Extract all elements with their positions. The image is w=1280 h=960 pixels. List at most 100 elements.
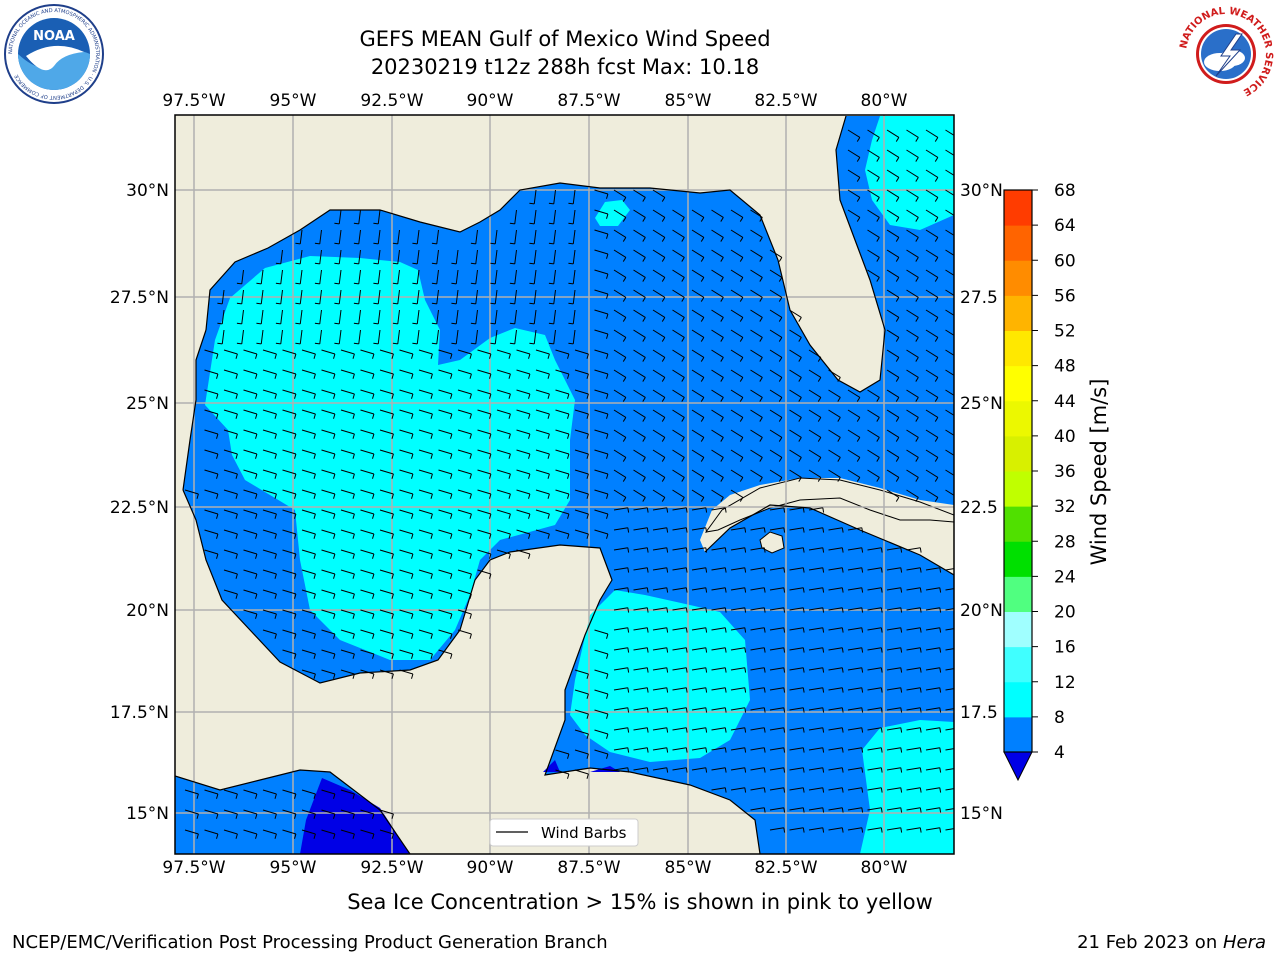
wind-barb-staff (613, 727, 628, 731)
wind-barb-staff (477, 569, 492, 575)
wind-barb-staff (691, 647, 706, 651)
wind-barb-staff (594, 309, 609, 315)
wind-barb-flag (567, 393, 570, 399)
wind-barb-flag (900, 707, 903, 713)
wind-barb-staff (906, 607, 921, 611)
wind-barb-staff (572, 289, 576, 304)
wind-barb-staff (418, 389, 433, 395)
wind-barb-staff (808, 767, 823, 771)
wind-barb-flag (334, 342, 340, 345)
wind-barb-flag (313, 633, 316, 639)
wind-barb-flag (622, 477, 627, 482)
colorbar-tick-label: 64 (1054, 216, 1076, 236)
wind-barb-staff (594, 749, 609, 755)
wind-barb-staff (867, 429, 880, 438)
wind-barb-flag (724, 587, 727, 593)
wind-barb-flag (294, 533, 297, 539)
wind-barb-staff (925, 607, 940, 611)
wind-barb-flag (705, 687, 708, 693)
wind-barb-flag (661, 217, 666, 222)
wind-barb-staff (321, 789, 336, 795)
wind-barb-staff (945, 568, 954, 571)
wind-barb-staff (750, 229, 763, 238)
wind-barb-flag (313, 813, 316, 819)
wind-barb-flag (876, 477, 880, 482)
wind-barb-staff (886, 129, 900, 138)
wind-barb-flag (313, 553, 316, 559)
wind-barb-flag (391, 393, 394, 399)
wind-barb-flag (334, 242, 340, 245)
wind-barb-staff (769, 767, 784, 771)
wind-barb-staff (886, 547, 901, 551)
wind-barb-staff (672, 209, 685, 218)
colorbar-tick-label: 32 (1054, 497, 1076, 517)
wind-barb-flag (352, 673, 355, 679)
wind-barb-flag (778, 357, 783, 362)
wind-barb-flag (919, 547, 922, 553)
wind-barb-flag (759, 437, 763, 442)
wind-barb-staff (886, 667, 901, 671)
wind-barb-staff (574, 389, 589, 395)
wind-barb-staff (808, 449, 822, 458)
wind-barb-flag (411, 393, 414, 399)
wind-barb-flag (915, 457, 919, 462)
wind-barb-staff (574, 369, 589, 375)
wind-barb-staff (457, 469, 472, 475)
wind-barb-staff (750, 747, 765, 751)
wind-barb-staff (438, 389, 453, 395)
wind-barb-staff (633, 229, 646, 238)
wind-barb-staff (514, 269, 517, 284)
wind-barb-staff (241, 329, 244, 344)
wind-barb-flag (450, 533, 453, 539)
wind-barb-flag (622, 277, 627, 282)
wind-barb-flag (586, 693, 589, 699)
colorbar-tick-label: 52 (1054, 322, 1076, 342)
wind-barb-staff (438, 449, 453, 455)
wind-barb-staff (945, 389, 954, 396)
wind-barb-flag (861, 687, 864, 693)
wind-barb-flag (763, 727, 766, 733)
wind-barb-staff (808, 727, 823, 731)
wind-barb-flag (391, 813, 394, 819)
wind-barb-flag (352, 833, 355, 839)
wind-barb-flag (274, 793, 277, 799)
wind-barb-staff (769, 249, 783, 258)
wind-barb-staff (945, 249, 954, 256)
wind-barb-staff (867, 827, 882, 831)
wind-barb-staff (633, 547, 648, 551)
wind-barb-flag (509, 282, 515, 285)
wind-barb-staff (886, 249, 900, 258)
wind-barb-staff (886, 329, 900, 338)
wind-barb-staff (730, 547, 745, 551)
wind-barb-flag (759, 397, 763, 402)
wind-barb-flag (759, 417, 763, 422)
wind-barb-flag (313, 533, 316, 539)
wind-barb-flag (798, 397, 802, 402)
wind-barb-flag (783, 587, 786, 593)
wind-barb-flag (642, 397, 646, 402)
wind-barb-flag (216, 833, 219, 839)
wind-barb-staff (301, 389, 316, 395)
wind-barb-staff (321, 509, 336, 515)
wind-barb-staff (496, 429, 511, 435)
wind-barb-flag (352, 653, 355, 659)
wind-barb-flag (939, 747, 942, 753)
wind-barb-staff (436, 229, 439, 244)
wind-barb-staff (340, 589, 355, 595)
wind-barb-flag (489, 453, 492, 459)
wind-barb-flag (817, 377, 822, 382)
wind-barb-staff (711, 627, 726, 631)
wind-barb-flag (720, 477, 724, 482)
wind-barb-staff (379, 469, 394, 475)
wind-barb-flag (939, 827, 942, 833)
wind-barb-flag (861, 587, 864, 593)
wind-barb-flag (606, 733, 609, 739)
wind-barb-staff (496, 489, 511, 495)
wind-barb-flag (959, 668, 960, 673)
wind-barb-staff (633, 707, 648, 711)
wind-barb-staff (945, 229, 954, 236)
wind-barb-staff (243, 429, 258, 435)
wind-barb-flag (622, 377, 627, 382)
wind-barb-flag (876, 257, 880, 262)
wind-barb-staff (867, 209, 880, 218)
